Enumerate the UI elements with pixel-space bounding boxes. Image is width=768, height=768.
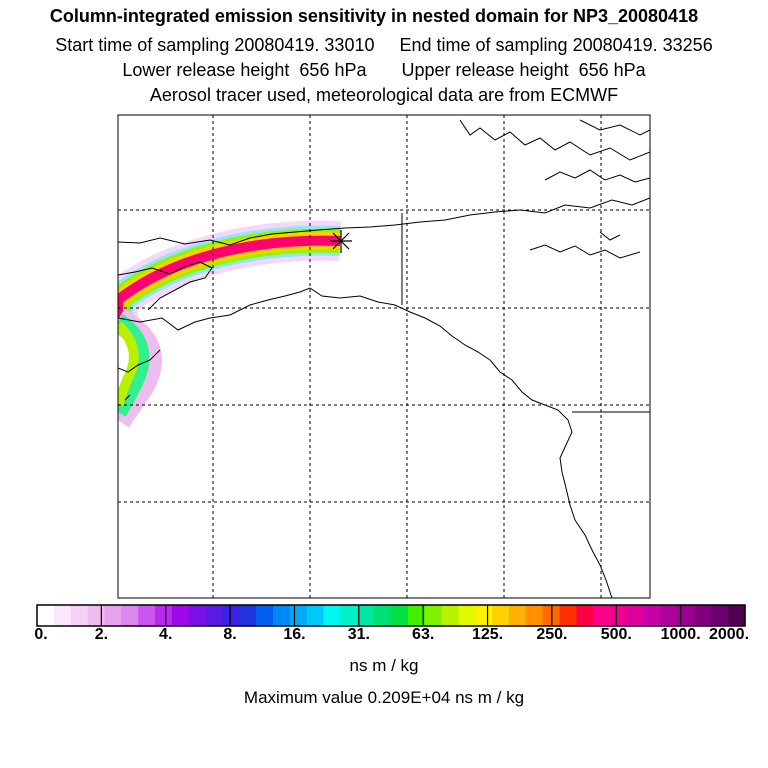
colorbar-swatch	[475, 605, 493, 626]
colorbar-swatch	[492, 605, 510, 626]
colorbar-swatch	[424, 605, 443, 626]
colorbar-swatch	[289, 605, 308, 626]
colorbar-swatch	[306, 605, 325, 626]
colorbar-tick-label: 31.	[347, 626, 370, 643]
colorbar-swatch	[70, 605, 89, 626]
colorbar-swatch	[458, 605, 476, 626]
map-frame	[117, 114, 651, 599]
colorbar-tick-label: 125.	[471, 626, 504, 643]
colorbar-swatch	[171, 605, 190, 626]
colorbar-tick-label: 63.	[412, 626, 435, 643]
plot-title: Column-integrated emission sensitivity i…	[49, 6, 699, 26]
colorbar-swatch	[357, 605, 375, 626]
colorbar-swatch	[138, 605, 156, 626]
colorbar-swatch	[188, 605, 207, 626]
colorbar-tick-label: 0.	[34, 626, 48, 643]
colorbar-swatch	[205, 605, 224, 626]
colorbar-swatch	[340, 605, 358, 626]
colorbar-swatch	[610, 605, 628, 626]
colorbar-frame	[36, 604, 746, 627]
colorbar-swatch	[728, 605, 746, 626]
colorbar-tick-label: 2000.	[708, 626, 750, 643]
colorbar-swatch	[155, 605, 173, 626]
colorbar-swatch	[53, 605, 72, 626]
colorbar-swatch	[711, 605, 729, 626]
colorbar-swatch	[559, 605, 578, 626]
tracer-info-line: Aerosol tracer used, meteorological data…	[149, 85, 619, 105]
colorbar-tick-label: 250.	[536, 626, 568, 643]
sampling-time-line: Start time of sampling 20080419. 33010 E…	[55, 35, 713, 55]
colorbar	[37, 605, 746, 626]
maximum-value-label: Maximum value 0.209E+04 ns m / kg	[243, 688, 525, 707]
colorbar-swatch	[525, 605, 544, 626]
colorbar-swatch	[222, 605, 240, 626]
release-point-marker	[330, 230, 352, 253]
colorbar-swatch	[239, 605, 257, 626]
coastlines	[118, 119, 650, 598]
colorbar-swatch	[593, 605, 611, 626]
colorbar-tick-label: 8.	[223, 626, 237, 643]
colorbar-swatch	[677, 605, 696, 626]
colorbar-swatch	[627, 605, 645, 626]
colorbar-swatch	[694, 605, 712, 626]
colorbar-swatch	[121, 605, 139, 626]
colorbar-tick-label: 500.	[600, 626, 632, 643]
colorbar-swatch	[323, 605, 342, 626]
colorbar-swatch	[256, 605, 274, 626]
colorbar-swatch	[374, 605, 392, 626]
colorbar-swatch	[441, 605, 460, 626]
emission-sensitivity-plume	[118, 220, 341, 428]
colorbar-tick-label: 2.	[94, 626, 109, 643]
colorbar-swatch	[407, 605, 426, 626]
colorbar-swatch	[37, 605, 55, 626]
colorbar-swatch	[643, 605, 662, 626]
colorbar-units: ns m / kg	[349, 656, 419, 675]
colorbar-swatch	[104, 605, 122, 626]
colorbar-tick-label: 16.	[283, 626, 306, 643]
colorbar-tick-label: 4.	[159, 626, 173, 643]
release-height-line: Lower release height 656 hPa Upper relea…	[122, 60, 646, 80]
colorbar-swatch	[391, 605, 409, 626]
colorbar-swatch	[509, 605, 527, 626]
colorbar-swatch	[576, 605, 594, 626]
political-borders	[401, 213, 650, 413]
colorbar-swatch	[273, 605, 291, 626]
colorbar-swatch	[87, 605, 106, 626]
graticule	[118, 115, 650, 598]
colorbar-tick-label: 1000.	[660, 626, 701, 643]
colorbar-swatch	[660, 605, 679, 626]
